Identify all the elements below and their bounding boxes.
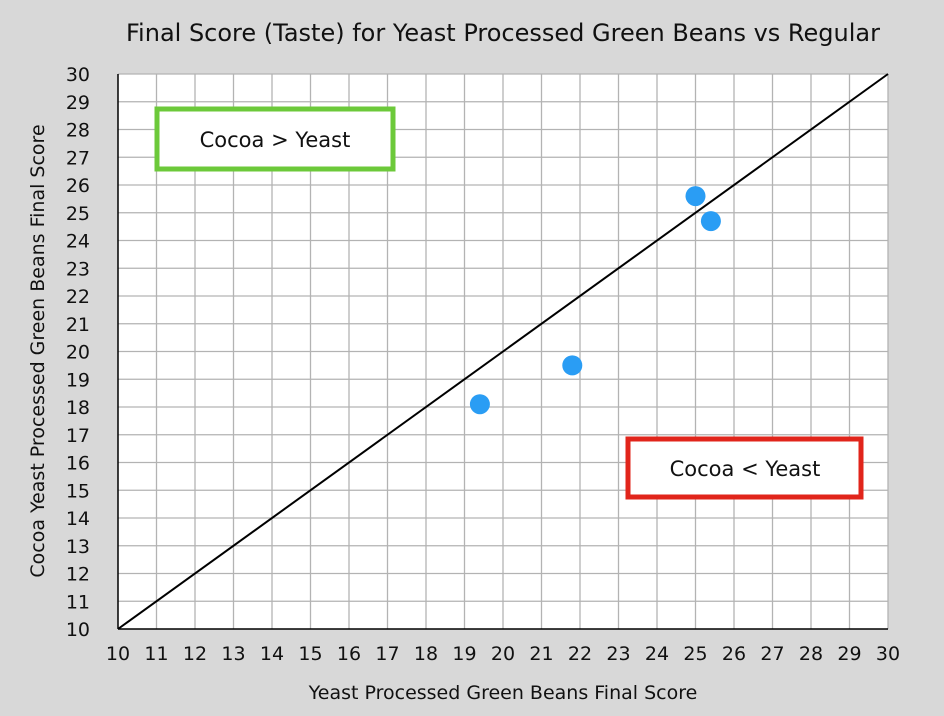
- x-tick-label: 28: [799, 643, 823, 665]
- y-tick-label: 29: [66, 92, 90, 114]
- y-tick-label: 22: [66, 286, 90, 308]
- data-point: [469, 394, 490, 415]
- x-tick-label: 12: [183, 643, 207, 665]
- y-tick-label: 23: [66, 258, 90, 280]
- y-tick-label: 19: [66, 369, 90, 391]
- x-tick-label: 25: [683, 643, 707, 665]
- x-tick-label: 16: [337, 643, 361, 665]
- x-tick-label: 10: [106, 643, 130, 665]
- y-tick-label: 18: [66, 397, 90, 419]
- annotation-box-green: [154, 106, 396, 172]
- y-tick-label: 14: [66, 508, 90, 530]
- y-tick-label: 16: [66, 453, 90, 475]
- x-tick-label: 23: [606, 643, 630, 665]
- y-tick-label: 21: [66, 314, 90, 336]
- x-tick-label: 19: [452, 643, 476, 665]
- y-tick-label: 20: [66, 342, 90, 364]
- y-tick-label: 26: [66, 175, 90, 197]
- y-tick-label: 11: [66, 591, 90, 613]
- y-tick-label: 25: [66, 203, 90, 225]
- annotation-text-cocoa-greater: Cocoa > Yeast: [200, 128, 351, 152]
- x-axis-label: Yeast Processed Green Beans Final Score: [308, 682, 698, 704]
- x-tick-label: 11: [144, 643, 168, 665]
- x-tick-label: 22: [568, 643, 592, 665]
- y-axis-label: Cocoa Yeast Processed Green Beans Final …: [27, 124, 49, 577]
- x-tick-label: 20: [491, 643, 515, 665]
- x-tick-label: 29: [837, 643, 861, 665]
- x-tick-label: 21: [529, 643, 553, 665]
- y-tick-label: 12: [66, 564, 90, 586]
- x-tick-label: 13: [221, 643, 245, 665]
- annotation-box-red: [625, 436, 864, 500]
- y-tick-label: 27: [66, 147, 90, 169]
- x-tick-label: 26: [722, 643, 746, 665]
- annotation-cocoa-greater: Cocoa > Yeast: [154, 106, 396, 172]
- x-tick-label: 27: [760, 643, 784, 665]
- x-tick-label: 24: [645, 643, 669, 665]
- y-tick-label: 15: [66, 480, 90, 502]
- x-tick-label: 30: [876, 643, 900, 665]
- y-tick-label: 13: [66, 536, 90, 558]
- annotation-cocoa-less: Cocoa < Yeast: [625, 436, 864, 500]
- reference-line: [117, 73, 889, 630]
- data-point: [562, 355, 583, 376]
- y-tick-label: 10: [66, 619, 90, 641]
- x-tick-label: 17: [375, 643, 399, 665]
- x-tick-label: 18: [414, 643, 438, 665]
- y-tick-label: 24: [66, 231, 90, 253]
- annotation-text-cocoa-less: Cocoa < Yeast: [670, 457, 821, 481]
- y-tick-label: 28: [66, 120, 90, 142]
- x-tick-label: 15: [298, 643, 322, 665]
- data-point: [700, 211, 721, 232]
- y-tick-label: 17: [66, 425, 90, 447]
- x-tick-label: 14: [260, 643, 284, 665]
- data-point: [685, 186, 706, 207]
- y-tick-label: 30: [66, 64, 90, 86]
- chart-title: Final Score (Taste) for Yeast Processed …: [126, 19, 880, 47]
